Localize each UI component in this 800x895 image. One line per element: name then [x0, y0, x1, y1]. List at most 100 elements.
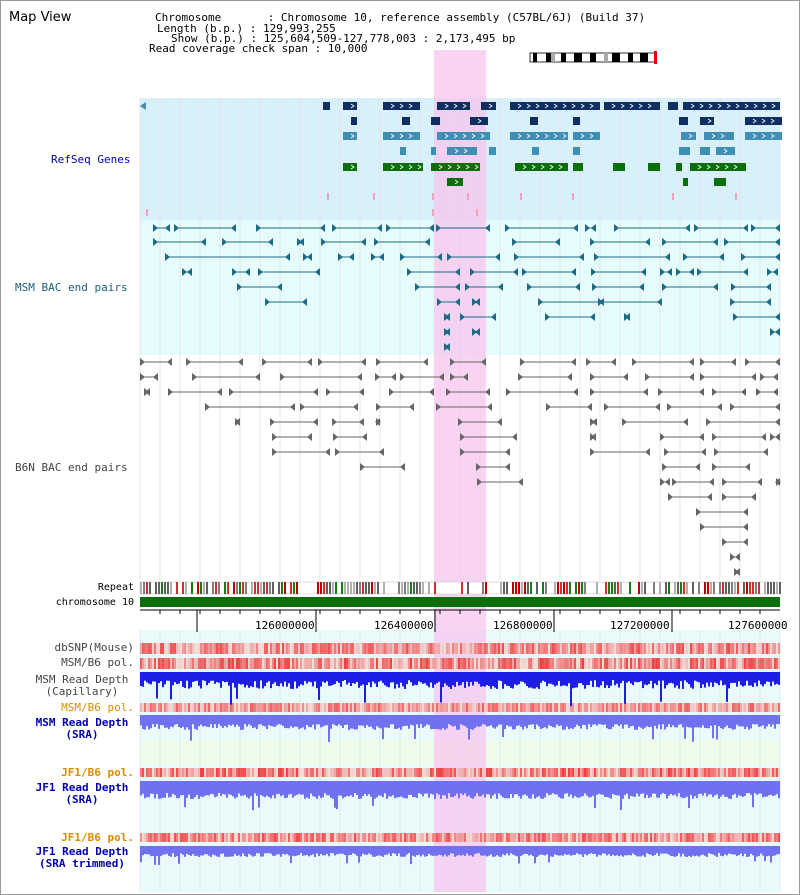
depth-bar: [458, 715, 460, 730]
heat-cell: [352, 703, 354, 712]
depth-bar: [318, 715, 320, 725]
depth-bar: [198, 781, 200, 799]
track-label-jf1-trim: JF1 Read Depth: [35, 845, 129, 858]
depth-bar: [280, 715, 282, 725]
depth-bar: [748, 672, 750, 686]
heat-cell: [476, 643, 478, 654]
heat-cell: [770, 658, 772, 669]
heat-cell: [560, 703, 562, 712]
heat-cell: [542, 658, 544, 669]
depth-bar: [192, 781, 194, 799]
depth-bar: [460, 715, 462, 725]
heat-cell: [334, 703, 336, 712]
repeat-element: [365, 582, 367, 594]
heat-cell: [702, 658, 704, 669]
heat-cell: [524, 703, 526, 712]
depth-bar: [708, 672, 710, 687]
depth-bar: [642, 781, 644, 794]
depth-bar: [518, 672, 520, 685]
depth-bar: [166, 672, 168, 681]
depth-bar: [356, 846, 358, 856]
depth-bar: [478, 715, 480, 727]
heat-cell: [390, 703, 392, 712]
track-label-msm-bac[interactable]: MSM BAC end pairs: [15, 281, 128, 294]
depth-bar: [738, 672, 740, 682]
depth-bar: [640, 846, 642, 857]
repeat-element: [575, 582, 577, 594]
heat-cell: [422, 658, 424, 669]
heat-cell: [260, 833, 262, 842]
heat-cell: [728, 658, 730, 669]
depth-bar: [488, 781, 490, 795]
gene-arrow: [540, 164, 545, 170]
heat-cell: [590, 833, 592, 842]
depth-bar: [684, 846, 686, 857]
depth-bar: [392, 715, 394, 725]
depth-bar: [664, 781, 666, 794]
bac-end: [470, 268, 475, 276]
heat-cell: [398, 658, 400, 669]
repeat-element: [170, 582, 172, 594]
heat-cell: [578, 658, 580, 669]
repeat-element: [713, 582, 715, 594]
track-label-b6n-bac[interactable]: B6N BAC end pairs: [15, 461, 128, 474]
bac-end: [689, 268, 694, 276]
heat-cell: [558, 833, 560, 842]
depth-bar: [452, 715, 454, 727]
depth-bar: [762, 715, 764, 726]
heat-cell: [424, 643, 426, 654]
depth-bar: [694, 715, 696, 728]
depth-bar: [300, 672, 302, 685]
depth-bar: [654, 846, 656, 855]
depth-bar: [400, 715, 402, 730]
depth-bar: [586, 781, 588, 796]
heat-cell: [222, 768, 224, 777]
depth-bar: [450, 672, 452, 689]
heat-cell: [760, 643, 762, 654]
heat-cell: [408, 643, 410, 654]
heat-cell: [544, 768, 546, 777]
repeat-element: [239, 582, 241, 594]
depth-bar: [444, 846, 446, 855]
depth-bar: [308, 715, 310, 727]
depth-bar: [722, 846, 724, 857]
depth-bar: [594, 672, 596, 681]
depth-bar: [418, 672, 420, 682]
depth-bar: [464, 715, 466, 726]
heat-cell: [444, 703, 446, 712]
heat-cell: [370, 703, 372, 712]
depth-bar: [252, 846, 254, 857]
heat-cell: [214, 833, 216, 842]
heat-cell: [310, 833, 312, 842]
heat-cell: [610, 833, 612, 842]
heat-cell: [762, 643, 764, 654]
depth-bar: [702, 781, 704, 796]
heat-cell: [468, 643, 470, 654]
heat-cell: [712, 643, 714, 654]
heat-cell: [408, 703, 410, 712]
heat-cell: [154, 658, 156, 669]
gene-arrow: [549, 164, 554, 170]
depth-bar: [590, 781, 592, 797]
heat-cell: [634, 703, 636, 712]
depth-bar: [418, 715, 420, 728]
depth-bar: [146, 715, 148, 727]
heat-cell: [650, 658, 652, 669]
heat-cell: [716, 833, 718, 842]
heat-cell: [662, 703, 664, 712]
bac-end: [374, 238, 379, 246]
gene-arrow: [724, 164, 729, 170]
bac-end: [518, 373, 523, 381]
heat-cell: [302, 703, 304, 712]
depth-bar: [612, 781, 614, 795]
depth-bar: [288, 672, 290, 684]
heat-cell: [546, 703, 548, 712]
track-label-refseq[interactable]: RefSeq Genes: [51, 153, 131, 166]
depth-bar: [546, 672, 548, 687]
depth-bar: [358, 846, 360, 863]
heat-cell: [182, 768, 184, 777]
heat-cell: [166, 703, 168, 712]
depth-bar: [548, 672, 550, 684]
heat-cell: [260, 768, 262, 777]
